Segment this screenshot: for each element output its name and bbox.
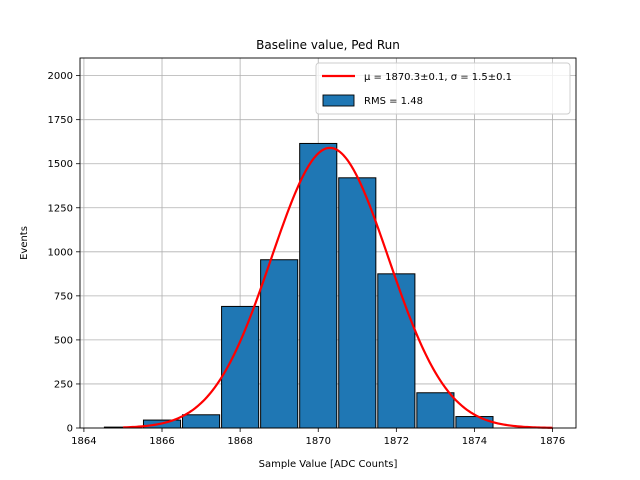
- legend-box: [315, 62, 571, 115]
- y-tick-label: 1500: [48, 159, 73, 170]
- x-tick-label: 1872: [384, 436, 409, 447]
- histogram-bar: [455, 416, 494, 429]
- y-tick-label: 500: [54, 335, 73, 346]
- plot-frame: [79, 57, 577, 429]
- y-tick-label: 1250: [48, 203, 73, 214]
- y-axis-ticks: 0 250 500 750 1000 1250 1500 1750 2000: [48, 71, 80, 435]
- y-tick-label: 750: [54, 291, 73, 302]
- x-axis-ticks: 1864 1866 1868 1870 1872 1874 1876: [71, 428, 565, 447]
- x-tick-label: 1868: [227, 436, 252, 447]
- y-tick-label: 2000: [48, 71, 73, 82]
- legend-histogram-swatch: [322, 94, 355, 107]
- x-tick-label: 1870: [306, 436, 331, 447]
- x-tick-label: 1866: [149, 436, 174, 447]
- fit-curve: [122, 146, 553, 429]
- histogram-bar: [416, 392, 455, 429]
- histogram-bar: [299, 142, 338, 429]
- y-axis-label: Events: [19, 226, 30, 260]
- y-tick-label: 0: [67, 424, 73, 435]
- histogram-bar: [377, 273, 416, 429]
- x-tick-label: 1874: [462, 436, 487, 447]
- x-axis-label: Sample Value [ADC Counts]: [259, 459, 398, 470]
- histogram-bar: [182, 414, 221, 429]
- y-tick-label: 250: [54, 379, 73, 390]
- gaussian-fit: [122, 146, 553, 429]
- y-tick-label: 1000: [48, 247, 73, 258]
- y-tick-label: 1750: [48, 115, 73, 126]
- histogram-bar: [338, 177, 377, 429]
- legend: μ = 1870.3±0.1, σ = 1.5±0.1 RMS = 1.48: [315, 62, 571, 115]
- histogram-bar: [260, 259, 299, 429]
- chart-title: Baseline value, Ped Run: [256, 38, 400, 52]
- histogram-bars: [103, 142, 494, 429]
- x-tick-label: 1864: [71, 436, 96, 447]
- legend-fit-label: μ = 1870.3±0.1, σ = 1.5±0.1: [364, 72, 512, 83]
- x-tick-label: 1876: [540, 436, 565, 447]
- legend-histogram-label: RMS = 1.48: [364, 96, 423, 107]
